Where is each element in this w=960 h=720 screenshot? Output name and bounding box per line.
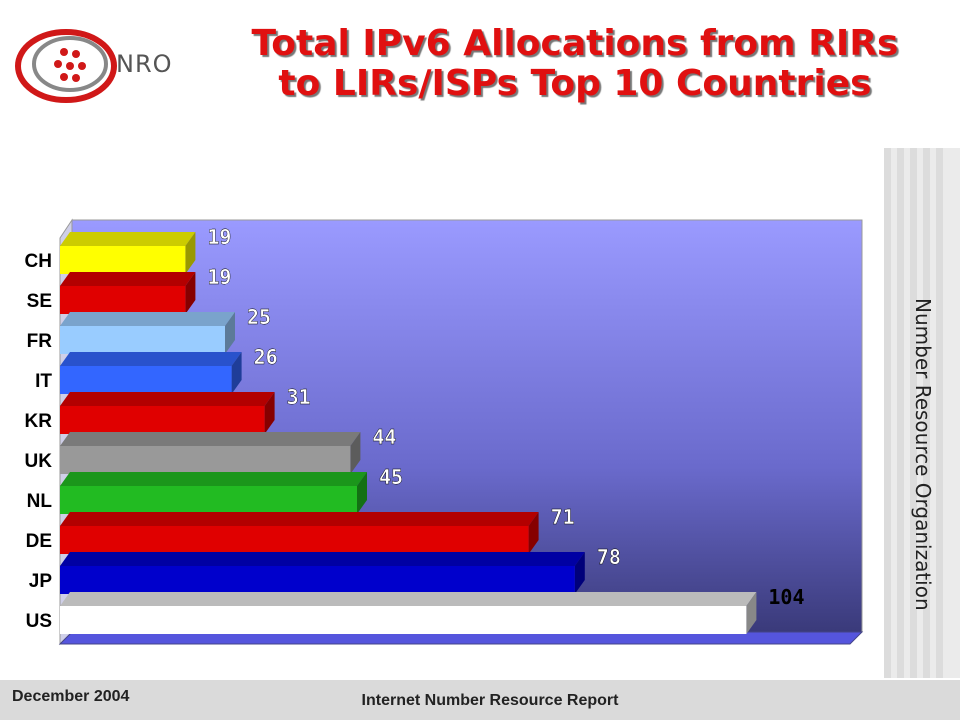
bar-fr xyxy=(60,312,235,354)
bar-side-de xyxy=(528,512,539,554)
bar-side-kr xyxy=(264,392,275,434)
bar-se xyxy=(60,272,196,314)
category-label-kr: KR xyxy=(25,411,53,432)
value-label-de: 71 xyxy=(551,505,575,529)
bar-front-ch xyxy=(60,246,186,274)
page-title: Total IPv6 Allocations from RIRs to LIRs… xyxy=(200,24,950,104)
bar-top-us xyxy=(60,592,757,606)
bar-de xyxy=(60,512,539,554)
category-label-uk: UK xyxy=(25,451,53,472)
bar-top-nl xyxy=(60,472,367,486)
category-label-de: DE xyxy=(26,531,52,552)
bar-side-us xyxy=(746,592,757,634)
bar-top-jp xyxy=(60,552,585,566)
category-label-us: US xyxy=(26,611,52,632)
bar-front-nl xyxy=(60,486,357,514)
side-texture xyxy=(884,148,944,678)
logo-text: NRO xyxy=(116,50,173,78)
value-label-us: 104 xyxy=(768,585,804,609)
bar-jp xyxy=(60,552,585,594)
bar-side-nl xyxy=(357,472,367,514)
category-label-nl: NL xyxy=(27,491,53,512)
bar-front-de xyxy=(60,526,529,554)
allocations-bar-chart: CH 19 SE 19 FR 25 IT 26 KR 31 UK 44 NL 45 DE 71 JP 78 US 10… xyxy=(25,218,864,646)
bar-kr xyxy=(60,392,275,434)
bar-side-ch xyxy=(185,232,196,274)
footer: December 2004 Internet Number Resource R… xyxy=(0,680,960,720)
category-label-jp: JP xyxy=(29,571,53,592)
bar-side-jp xyxy=(574,552,585,594)
bar-front-kr xyxy=(60,406,265,434)
bar-front-us xyxy=(60,606,747,634)
bar-front-uk xyxy=(60,446,351,474)
footer-date: December 2004 xyxy=(12,688,130,705)
bar-top-kr xyxy=(60,392,275,406)
category-label-it: IT xyxy=(35,371,52,392)
bar-side-it xyxy=(231,352,242,394)
value-label-jp: 78 xyxy=(597,545,621,569)
bar-ch xyxy=(60,232,196,274)
bar-top-de xyxy=(60,512,539,526)
bar-front-jp xyxy=(60,566,575,594)
category-label-fr: FR xyxy=(27,331,53,352)
bar-top-it xyxy=(60,352,242,366)
value-label-uk: 44 xyxy=(372,425,396,449)
bar-front-se xyxy=(60,286,186,314)
value-label-ch: 19 xyxy=(207,225,231,249)
footer-report-name: Internet Number Resource Report xyxy=(361,692,619,709)
value-label-fr: 25 xyxy=(247,305,271,329)
bar-side-fr xyxy=(225,312,235,354)
bar-side-uk xyxy=(350,432,361,474)
nro-logo: NRO xyxy=(14,24,194,108)
bar-it xyxy=(60,352,242,394)
bar-front-it xyxy=(60,366,232,394)
value-label-kr: 31 xyxy=(287,385,311,409)
value-label-it: 26 xyxy=(254,345,278,369)
bar-top-fr xyxy=(60,312,235,326)
bar-top-uk xyxy=(60,432,361,446)
side-caption: Number Resource Organization xyxy=(911,298,935,611)
category-label-se: SE xyxy=(27,291,52,312)
title-line-1: Total IPv6 Allocations from RIRs xyxy=(251,23,899,64)
category-label-ch: CH xyxy=(25,251,52,272)
title-line-2: to LIRs/ISPs Top 10 Countries xyxy=(278,63,872,104)
side-decoration-panel xyxy=(884,148,960,678)
bar-top-se xyxy=(60,272,196,286)
bar-side-se xyxy=(185,272,196,314)
bar-top-ch xyxy=(60,232,196,246)
bar-nl xyxy=(60,472,367,514)
bar-uk xyxy=(60,432,361,474)
bar-front-fr xyxy=(60,326,225,354)
value-label-nl: 45 xyxy=(379,465,403,489)
value-label-se: 19 xyxy=(207,265,231,289)
bar-us xyxy=(60,592,757,634)
plot-floor xyxy=(58,631,864,645)
nro-logo-icon xyxy=(15,29,117,103)
